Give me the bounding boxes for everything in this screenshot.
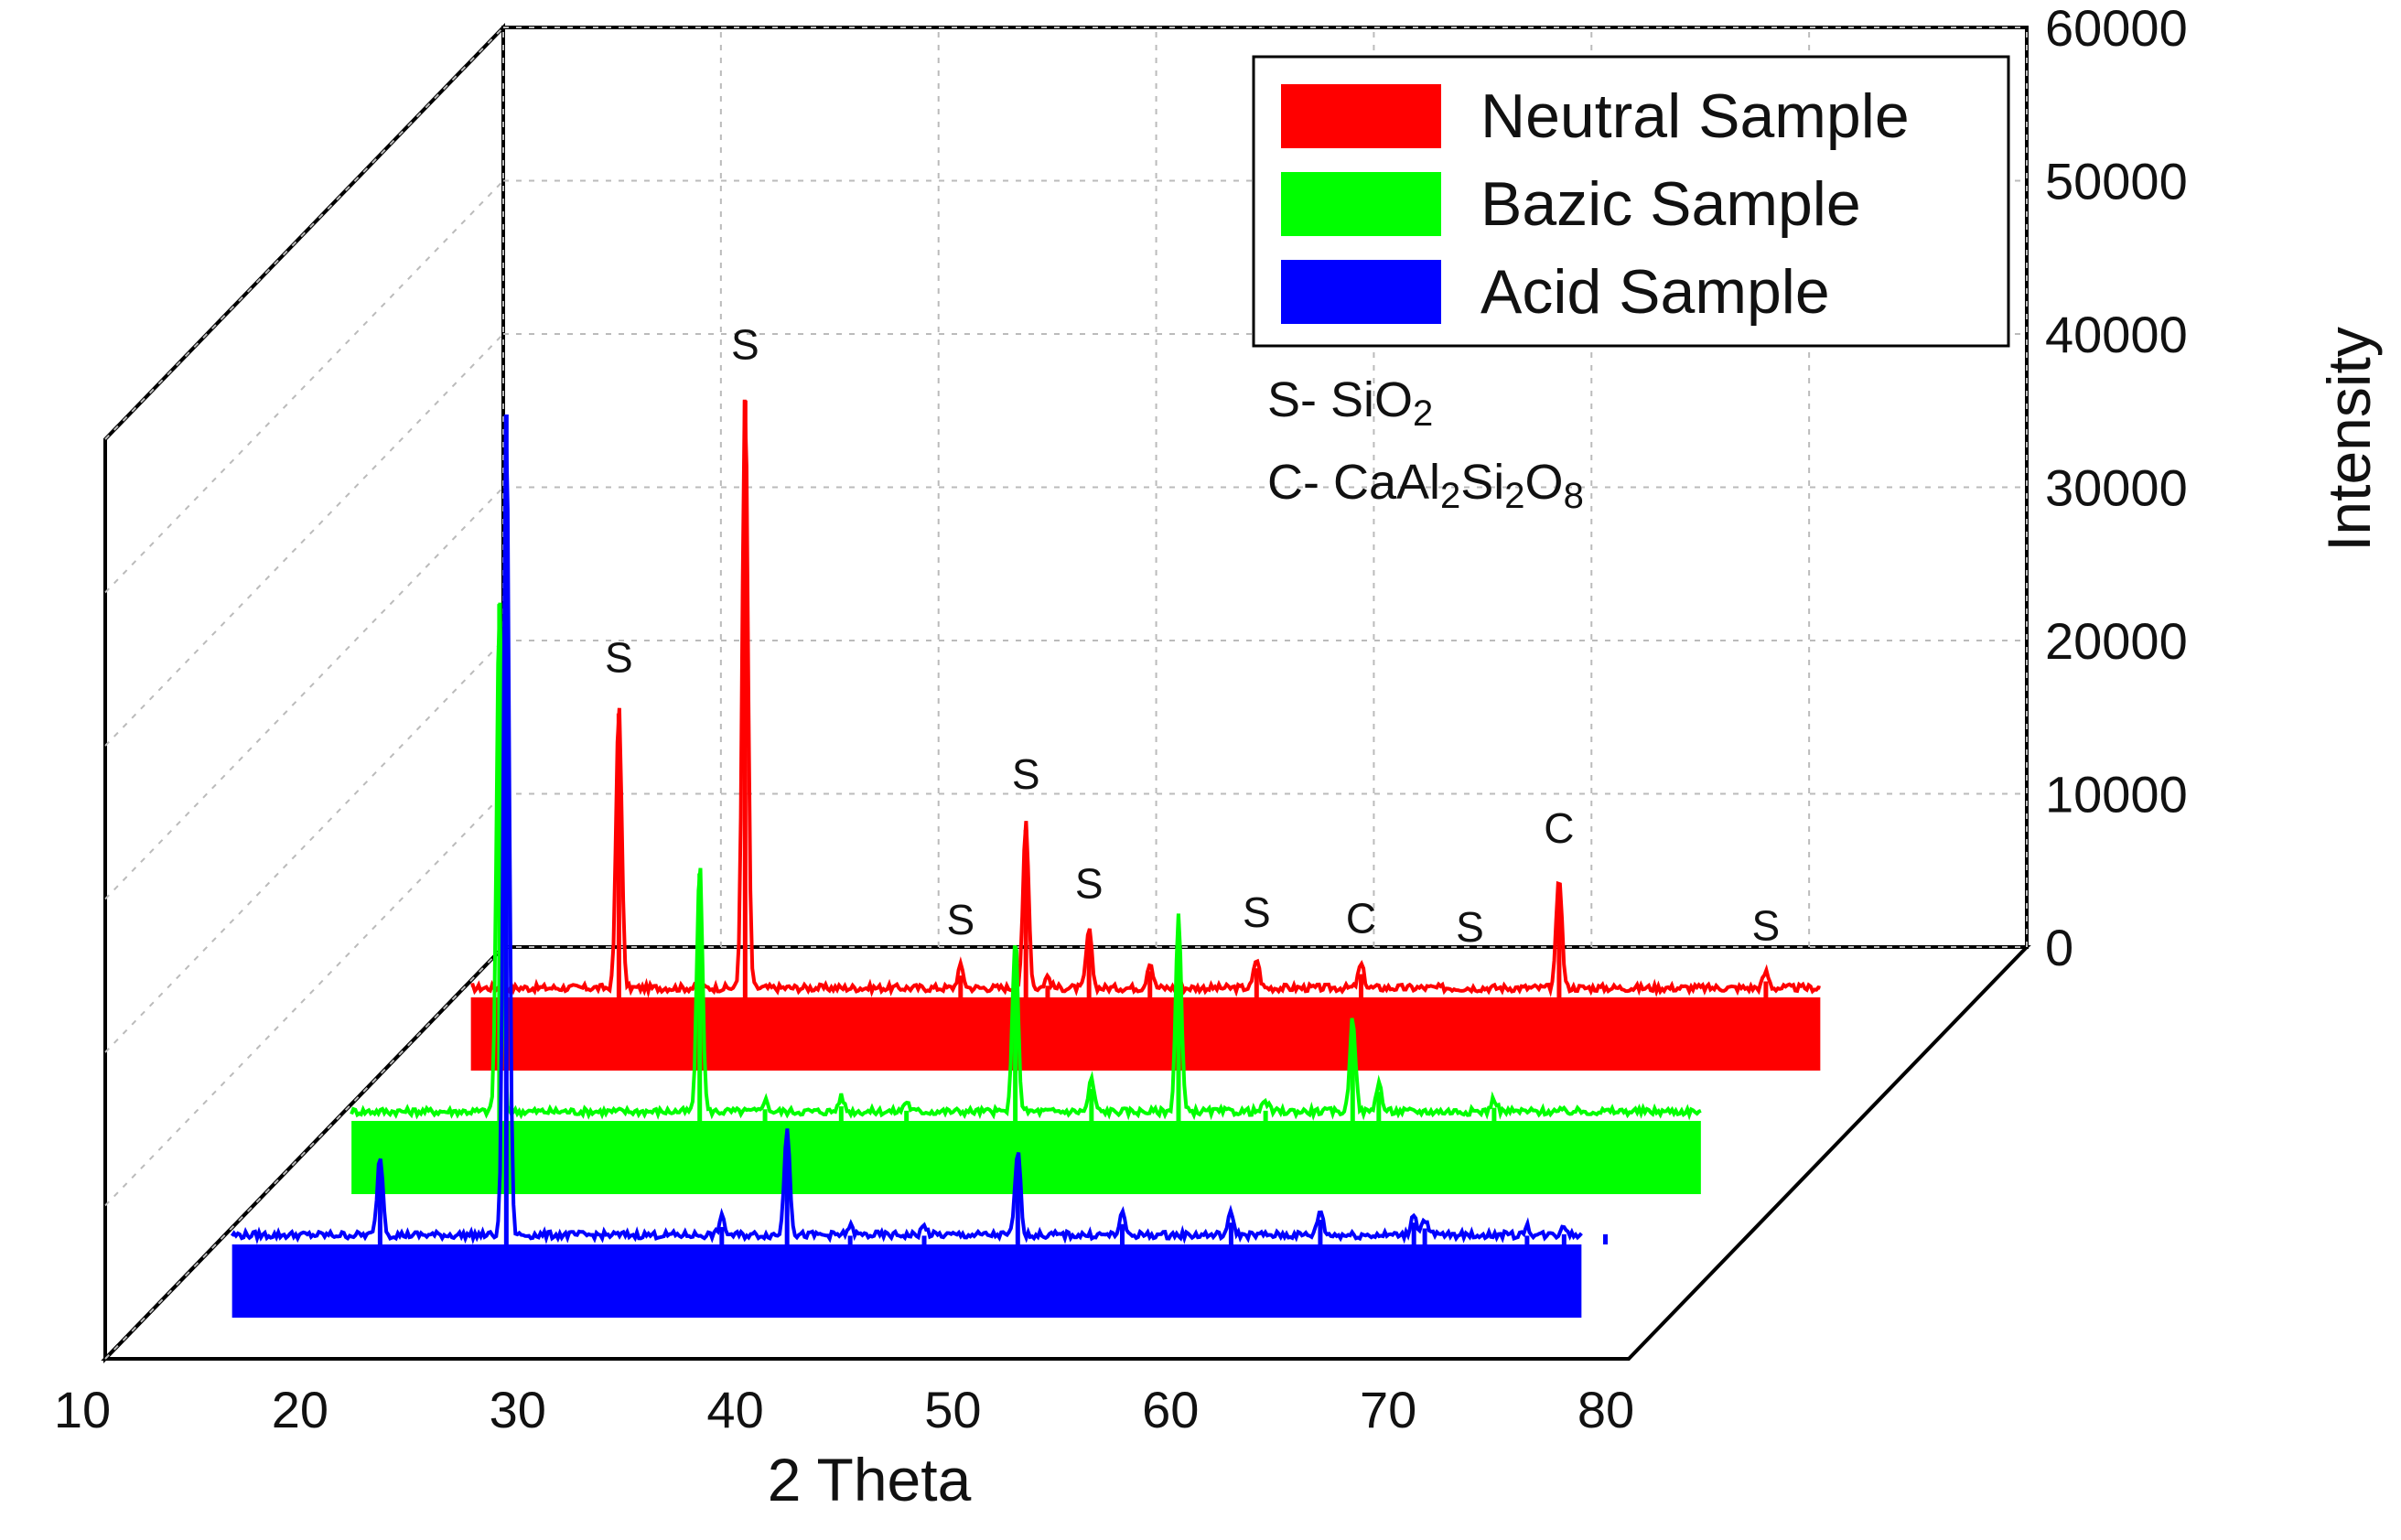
series-line xyxy=(470,399,1821,998)
legend-swatch xyxy=(1281,260,1441,324)
gridlines xyxy=(104,27,2028,1360)
series-ribbon xyxy=(231,1244,1582,1318)
grid-line-left-wall xyxy=(104,333,504,747)
peak-label: C xyxy=(1544,804,1574,852)
phase-note: S- SiO2 xyxy=(1267,372,1433,434)
series-ribbon xyxy=(470,997,1821,1071)
grid-line-left-wall xyxy=(104,792,504,1207)
grid-line-left-wall xyxy=(104,946,504,1360)
peak-label: S xyxy=(1752,901,1781,949)
legend-label: Acid Sample xyxy=(1480,257,1830,327)
peak-label: S xyxy=(1456,903,1484,951)
peak-label: S xyxy=(605,634,633,682)
legend-label: Bazic Sample xyxy=(1480,169,1861,239)
series-ribbon xyxy=(351,1121,1701,1194)
peak-labels: S S S S S S C S C S xyxy=(605,321,1780,952)
grid-line-left-wall xyxy=(104,640,504,1053)
x-tick-label: 30 xyxy=(490,1381,546,1438)
x-tick-label: 70 xyxy=(1360,1381,1416,1438)
peak-label: S xyxy=(731,321,759,369)
y-axis-title: Intensity xyxy=(2315,327,2383,552)
grid-line-left-wall xyxy=(104,27,504,440)
grid-line-left-wall xyxy=(104,486,504,900)
x-tick-label: 20 xyxy=(272,1381,328,1438)
series-bazic-sample xyxy=(350,602,1702,1194)
axes: 10 20 30 40 50 60 70 80 0 10000 20000 30000 40000 500… xyxy=(54,0,2383,1513)
x-tick-label: 10 xyxy=(54,1381,111,1438)
x-tick-label: 50 xyxy=(924,1381,981,1438)
legend-swatch xyxy=(1281,172,1441,236)
y-tick-label: 50000 xyxy=(2045,153,2188,210)
y-tick-label: 20000 xyxy=(2045,612,2188,670)
peak-label: S xyxy=(1012,750,1040,798)
series-neutral-sample xyxy=(470,399,1821,1071)
x-tick-label: 80 xyxy=(1577,1381,1634,1438)
series-line xyxy=(230,415,1583,1245)
y-tick-label: 30000 xyxy=(2045,459,2188,517)
y-tick-label: 0 xyxy=(2045,919,2073,976)
peak-label: C xyxy=(1346,895,1376,942)
legend-swatch xyxy=(1281,84,1441,148)
x-tick-label: 40 xyxy=(706,1381,763,1438)
y-tick-label: 60000 xyxy=(2045,0,2188,57)
x-axis-title: 2 Theta xyxy=(768,1446,972,1513)
series-layer xyxy=(230,399,1821,1318)
grid-line-left-wall xyxy=(104,179,504,594)
series-acid-sample xyxy=(230,414,1609,1318)
x-tick-label: 60 xyxy=(1142,1381,1199,1438)
y-tick-label: 40000 xyxy=(2045,306,2188,363)
peak-label: S xyxy=(946,896,974,943)
peak-label: S xyxy=(1243,888,1271,936)
series-line xyxy=(350,602,1702,1122)
phase-notes: S- SiO2 C- CaAl2Si2O8 xyxy=(1267,372,1584,516)
phase-note: C- CaAl2Si2O8 xyxy=(1267,455,1584,516)
peak-label: S xyxy=(1075,859,1104,907)
legend: Neutral Sample Bazic Sample Acid Sample xyxy=(1252,55,2010,348)
y-tick-label: 10000 xyxy=(2045,766,2188,824)
legend-label: Neutral Sample xyxy=(1480,81,1910,151)
